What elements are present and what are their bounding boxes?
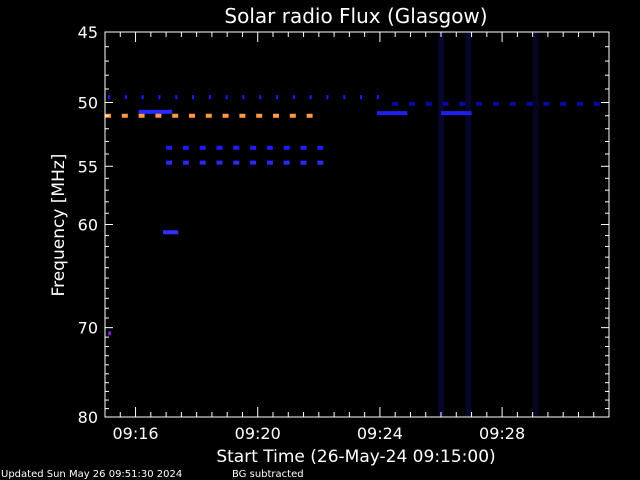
y-tick-label: 70 bbox=[78, 319, 98, 338]
x-tick-label: 09:20 bbox=[235, 424, 281, 443]
emission-dash bbox=[175, 95, 178, 100]
emission-dash bbox=[199, 160, 206, 165]
y-tick-label: 45 bbox=[78, 23, 98, 42]
emission-dash bbox=[266, 145, 273, 150]
y-tick-label: 60 bbox=[78, 216, 98, 235]
emission-dash bbox=[166, 145, 173, 150]
chart-title: Solar radio Flux (Glasgow) bbox=[224, 4, 487, 28]
emission-dash bbox=[326, 95, 329, 100]
emission-dash bbox=[425, 101, 432, 106]
x-tick-label: 09:24 bbox=[357, 424, 403, 443]
emission-dash bbox=[292, 95, 295, 100]
emission-dash bbox=[259, 95, 262, 100]
emission-dash bbox=[242, 95, 245, 100]
emission-dash bbox=[158, 95, 161, 100]
emission-dash bbox=[476, 101, 483, 106]
emission-dash bbox=[172, 113, 179, 118]
emission-dash bbox=[124, 95, 127, 100]
emission-dash bbox=[343, 95, 346, 100]
emission-dash bbox=[459, 101, 466, 106]
emission-dash bbox=[155, 113, 162, 118]
emission-dash bbox=[309, 95, 312, 100]
emission-dash bbox=[256, 113, 263, 118]
emission-dash bbox=[166, 160, 173, 165]
emission-dash bbox=[300, 160, 307, 165]
x-axis-label: Start Time (26-May-24 09:15:00) bbox=[216, 447, 495, 467]
emission-dash bbox=[239, 113, 246, 118]
emission-dash bbox=[182, 160, 189, 165]
x-tick-label: 09:16 bbox=[112, 424, 158, 443]
emission-dash bbox=[392, 101, 399, 106]
emission-dash bbox=[306, 113, 313, 118]
emission-dash bbox=[317, 145, 324, 150]
updated-timestamp: Updated Sun May 26 09:51:30 2024 bbox=[1, 469, 183, 480]
emission-dash bbox=[208, 95, 211, 100]
background-column bbox=[438, 32, 444, 417]
emission-dash bbox=[492, 101, 499, 106]
y-tick-label: 55 bbox=[78, 157, 98, 176]
emission-dash bbox=[576, 101, 583, 106]
emission-band bbox=[166, 145, 324, 150]
emission-band bbox=[108, 331, 112, 336]
emission-dash bbox=[593, 101, 600, 106]
emission-dash bbox=[233, 160, 240, 165]
bg-subtracted-note: BG subtracted bbox=[232, 469, 304, 480]
emission-dash bbox=[442, 101, 449, 106]
emission-band bbox=[441, 111, 472, 116]
emission-dash bbox=[250, 145, 257, 150]
emission-dash bbox=[283, 160, 290, 165]
emission-dash bbox=[250, 160, 257, 165]
emission-dash bbox=[189, 113, 195, 118]
emission-dash bbox=[225, 95, 228, 100]
emission-dash bbox=[266, 160, 273, 165]
emission-bands bbox=[105, 95, 600, 336]
background-columns bbox=[438, 32, 539, 417]
emission-dash bbox=[108, 95, 111, 100]
background-column bbox=[532, 32, 539, 417]
emission-dash bbox=[317, 160, 324, 165]
emission-dash bbox=[283, 145, 290, 150]
plot-area bbox=[105, 32, 609, 417]
emission-dash bbox=[526, 101, 533, 106]
emission-dash bbox=[376, 95, 379, 100]
x-tick-label: 09:28 bbox=[479, 424, 525, 443]
emission-band bbox=[163, 230, 179, 235]
emission-dash bbox=[138, 113, 145, 118]
emission-dash bbox=[276, 95, 279, 100]
y-tick-label: 50 bbox=[78, 94, 98, 113]
emission-dash bbox=[182, 145, 189, 150]
emission-dash bbox=[408, 101, 415, 106]
emission-dash bbox=[273, 113, 279, 118]
emission-dash bbox=[121, 113, 128, 118]
emission-dash bbox=[233, 145, 240, 150]
emission-band bbox=[108, 95, 379, 100]
y-axis: 45 50 55 60 70 80 bbox=[78, 23, 609, 427]
emission-band bbox=[166, 160, 324, 165]
emission-dash bbox=[205, 113, 212, 118]
emission-dash bbox=[360, 95, 363, 100]
emission-dash bbox=[216, 145, 223, 150]
emission-band bbox=[392, 101, 600, 106]
emission-dash bbox=[300, 145, 307, 150]
emission-dash bbox=[192, 95, 195, 100]
emission-dash bbox=[289, 113, 296, 118]
emission-dash bbox=[222, 113, 229, 118]
emission-dash bbox=[141, 95, 144, 100]
x-axis: 09:16 09:20 09:24 09:28 bbox=[112, 32, 595, 443]
emission-dash bbox=[216, 160, 223, 165]
y-axis-label: Frequency [MHz] bbox=[49, 154, 69, 297]
emission-band bbox=[105, 113, 313, 118]
y-tick-label: 80 bbox=[78, 408, 98, 427]
emission-band bbox=[376, 111, 408, 116]
emission-dash bbox=[543, 101, 550, 106]
emission-band bbox=[138, 109, 173, 114]
emission-dash bbox=[560, 101, 567, 106]
background-column bbox=[465, 32, 472, 417]
emission-dash bbox=[199, 145, 206, 150]
emission-dash bbox=[509, 101, 516, 106]
